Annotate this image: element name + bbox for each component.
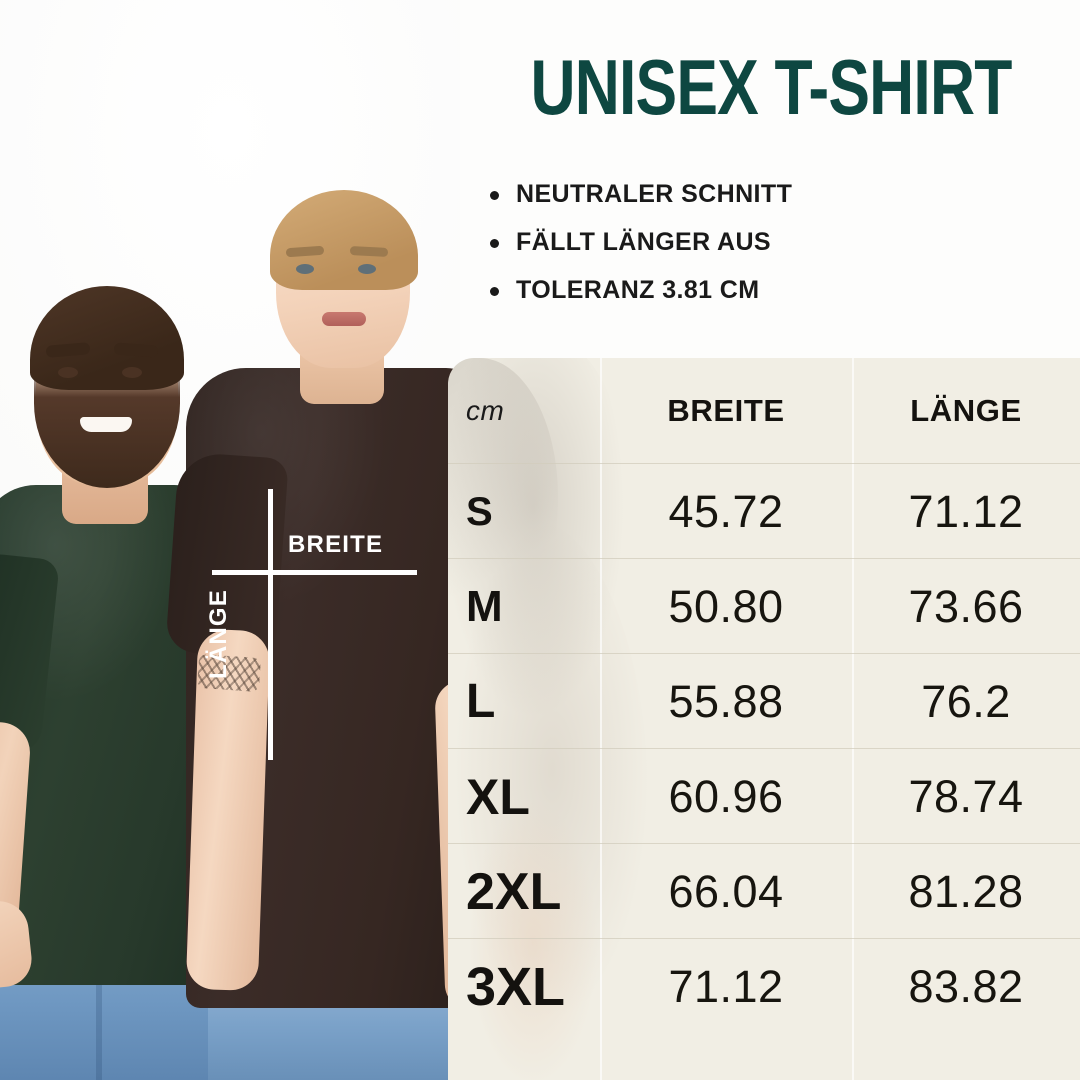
- length-value: 81.28: [908, 865, 1024, 917]
- feature-list: NEUTRALER SCHNITT FÄLLT LÄNGER AUS TOLER…: [468, 182, 1068, 326]
- female-model: [150, 70, 460, 1080]
- column-header-width: BREITE: [667, 392, 785, 428]
- breite-cell: 55.88: [600, 654, 852, 749]
- feature-item: NEUTRALER SCHNITT: [468, 182, 1068, 207]
- panel-silhouette-highlight: [458, 778, 608, 1080]
- models-photo: BREITE LÄNGE: [0, 0, 460, 1080]
- info-column: UNISEX T-SHIRT NEUTRALER SCHNITT FÄLLT L…: [448, 0, 1080, 1080]
- table-row: M 50.80 73.66: [448, 558, 1080, 654]
- width-value: 55.88: [668, 675, 784, 727]
- table-row: XL 60.96 78.74: [448, 748, 1080, 844]
- width-measure-line: [212, 570, 417, 575]
- measurement-diagram: BREITE LÄNGE: [0, 0, 460, 1080]
- header-cell-unit: cm: [448, 358, 600, 463]
- size-label: 3XL: [466, 956, 566, 1017]
- column-divider: [600, 358, 602, 1080]
- size-label: L: [466, 674, 496, 728]
- size-label: M: [466, 581, 503, 631]
- width-value: 66.04: [668, 865, 784, 917]
- table-row: S 45.72 71.12: [448, 463, 1080, 559]
- breite-cell: 50.80: [600, 559, 852, 654]
- length-value: 73.66: [908, 580, 1024, 632]
- unit-label: cm: [466, 394, 505, 426]
- length-measure-line: [268, 489, 273, 760]
- width-value: 50.80: [668, 580, 784, 632]
- male-eye-left: [58, 367, 78, 378]
- female-eye-left: [296, 264, 314, 274]
- breite-cell: 66.04: [600, 844, 852, 939]
- width-label: BREITE: [288, 531, 384, 558]
- width-value: 45.72: [668, 485, 784, 537]
- female-eye-right: [358, 264, 376, 274]
- size-cell: L: [448, 654, 600, 749]
- laenge-cell: 71.12: [852, 464, 1080, 559]
- size-label: XL: [466, 768, 530, 825]
- feature-item: TOLERANZ 3.81 CM: [468, 278, 1068, 303]
- female-lips: [322, 312, 366, 326]
- column-divider: [852, 358, 854, 1080]
- table-row: 3XL 71.12 83.82: [448, 938, 1080, 1034]
- size-cell: 2XL: [448, 844, 600, 939]
- laenge-cell: 73.66: [852, 559, 1080, 654]
- male-eye-right: [122, 367, 142, 378]
- size-cell: M: [448, 559, 600, 654]
- length-value: 71.12: [908, 485, 1024, 537]
- table-header-row: cm BREITE LÄNGE: [448, 358, 1080, 463]
- size-cell: S: [448, 464, 600, 559]
- length-value: 78.74: [908, 770, 1024, 822]
- female-hair-top: [270, 190, 418, 290]
- table-row: L 55.88 76.2: [448, 653, 1080, 749]
- header-cell-laenge: LÄNGE: [852, 358, 1080, 463]
- size-label: S: [466, 489, 493, 534]
- size-table-panel: cm BREITE LÄNGE S 45.72 71.12 M 5: [448, 358, 1080, 1080]
- width-value: 60.96: [668, 770, 784, 822]
- size-cell: XL: [448, 749, 600, 844]
- page-title: UNISEX T-SHIRT: [530, 43, 1012, 131]
- size-table: cm BREITE LÄNGE S 45.72 71.12 M 5: [448, 358, 1080, 1080]
- column-header-length: LÄNGE: [910, 392, 1022, 428]
- size-label: 2XL: [466, 862, 562, 921]
- width-value: 71.12: [668, 960, 784, 1012]
- laenge-cell: 81.28: [852, 844, 1080, 939]
- laenge-cell: 78.74: [852, 749, 1080, 844]
- size-cell: 3XL: [448, 939, 600, 1034]
- male-mouth: [80, 417, 132, 432]
- laenge-cell: 76.2: [852, 654, 1080, 749]
- header-cell-breite: BREITE: [600, 358, 852, 463]
- length-value: 76.2: [921, 675, 1011, 727]
- breite-cell: 45.72: [600, 464, 852, 559]
- length-value: 83.82: [908, 960, 1024, 1012]
- length-label: LÄNGE: [205, 589, 232, 679]
- breite-cell: 60.96: [600, 749, 852, 844]
- laenge-cell: 83.82: [852, 939, 1080, 1034]
- feature-item: FÄLLT LÄNGER AUS: [468, 230, 1068, 255]
- breite-cell: 71.12: [600, 939, 852, 1034]
- table-row: 2XL 66.04 81.28: [448, 843, 1080, 939]
